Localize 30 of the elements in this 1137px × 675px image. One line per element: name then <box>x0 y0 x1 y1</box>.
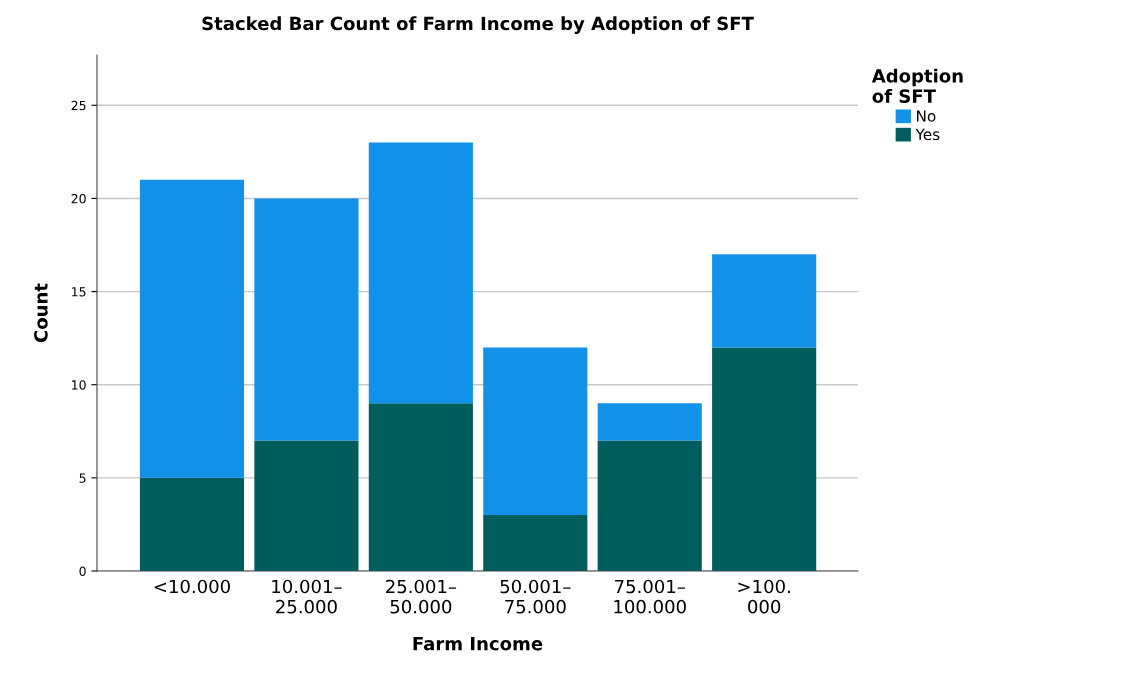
y-tick-label: 0 <box>79 566 86 576</box>
x-tick-label: 75.001– 100.000 <box>614 579 686 614</box>
legend-label: Yes <box>915 128 940 141</box>
bar <box>254 198 359 441</box>
bar <box>139 179 245 478</box>
bar <box>254 440 359 571</box>
bar <box>368 142 473 404</box>
y-tick-label: 15 <box>72 287 86 297</box>
bar <box>712 254 817 348</box>
bar <box>483 347 588 516</box>
x-tick-label: 25.001– 50.000 <box>386 579 457 614</box>
y-tick-label: 10 <box>72 380 86 390</box>
x-tick-label: >100. 000 <box>738 579 790 614</box>
bar <box>368 403 473 571</box>
bar <box>483 515 588 571</box>
x-tick-label: 10.001– 25.000 <box>272 579 342 614</box>
legend-label: No <box>917 110 936 122</box>
y-tick-label: 5 <box>79 473 86 483</box>
x-tick-label: <10.000 <box>154 579 230 594</box>
bar <box>712 347 817 571</box>
y-axis-title: Count <box>34 283 48 343</box>
x-axis-title: Farm Income <box>413 637 543 651</box>
bar <box>597 403 702 441</box>
bar <box>139 477 245 571</box>
y-tick-label: 25 <box>71 100 86 111</box>
legend-title: Adoption of SFT <box>871 68 963 103</box>
x-tick-label: 50.001– 75.000 <box>500 579 571 614</box>
bar <box>597 440 702 571</box>
chart-title: Stacked Bar Count of Farm Income by Adoption of SFT <box>202 16 754 34</box>
y-tick-label: 20 <box>71 193 86 204</box>
